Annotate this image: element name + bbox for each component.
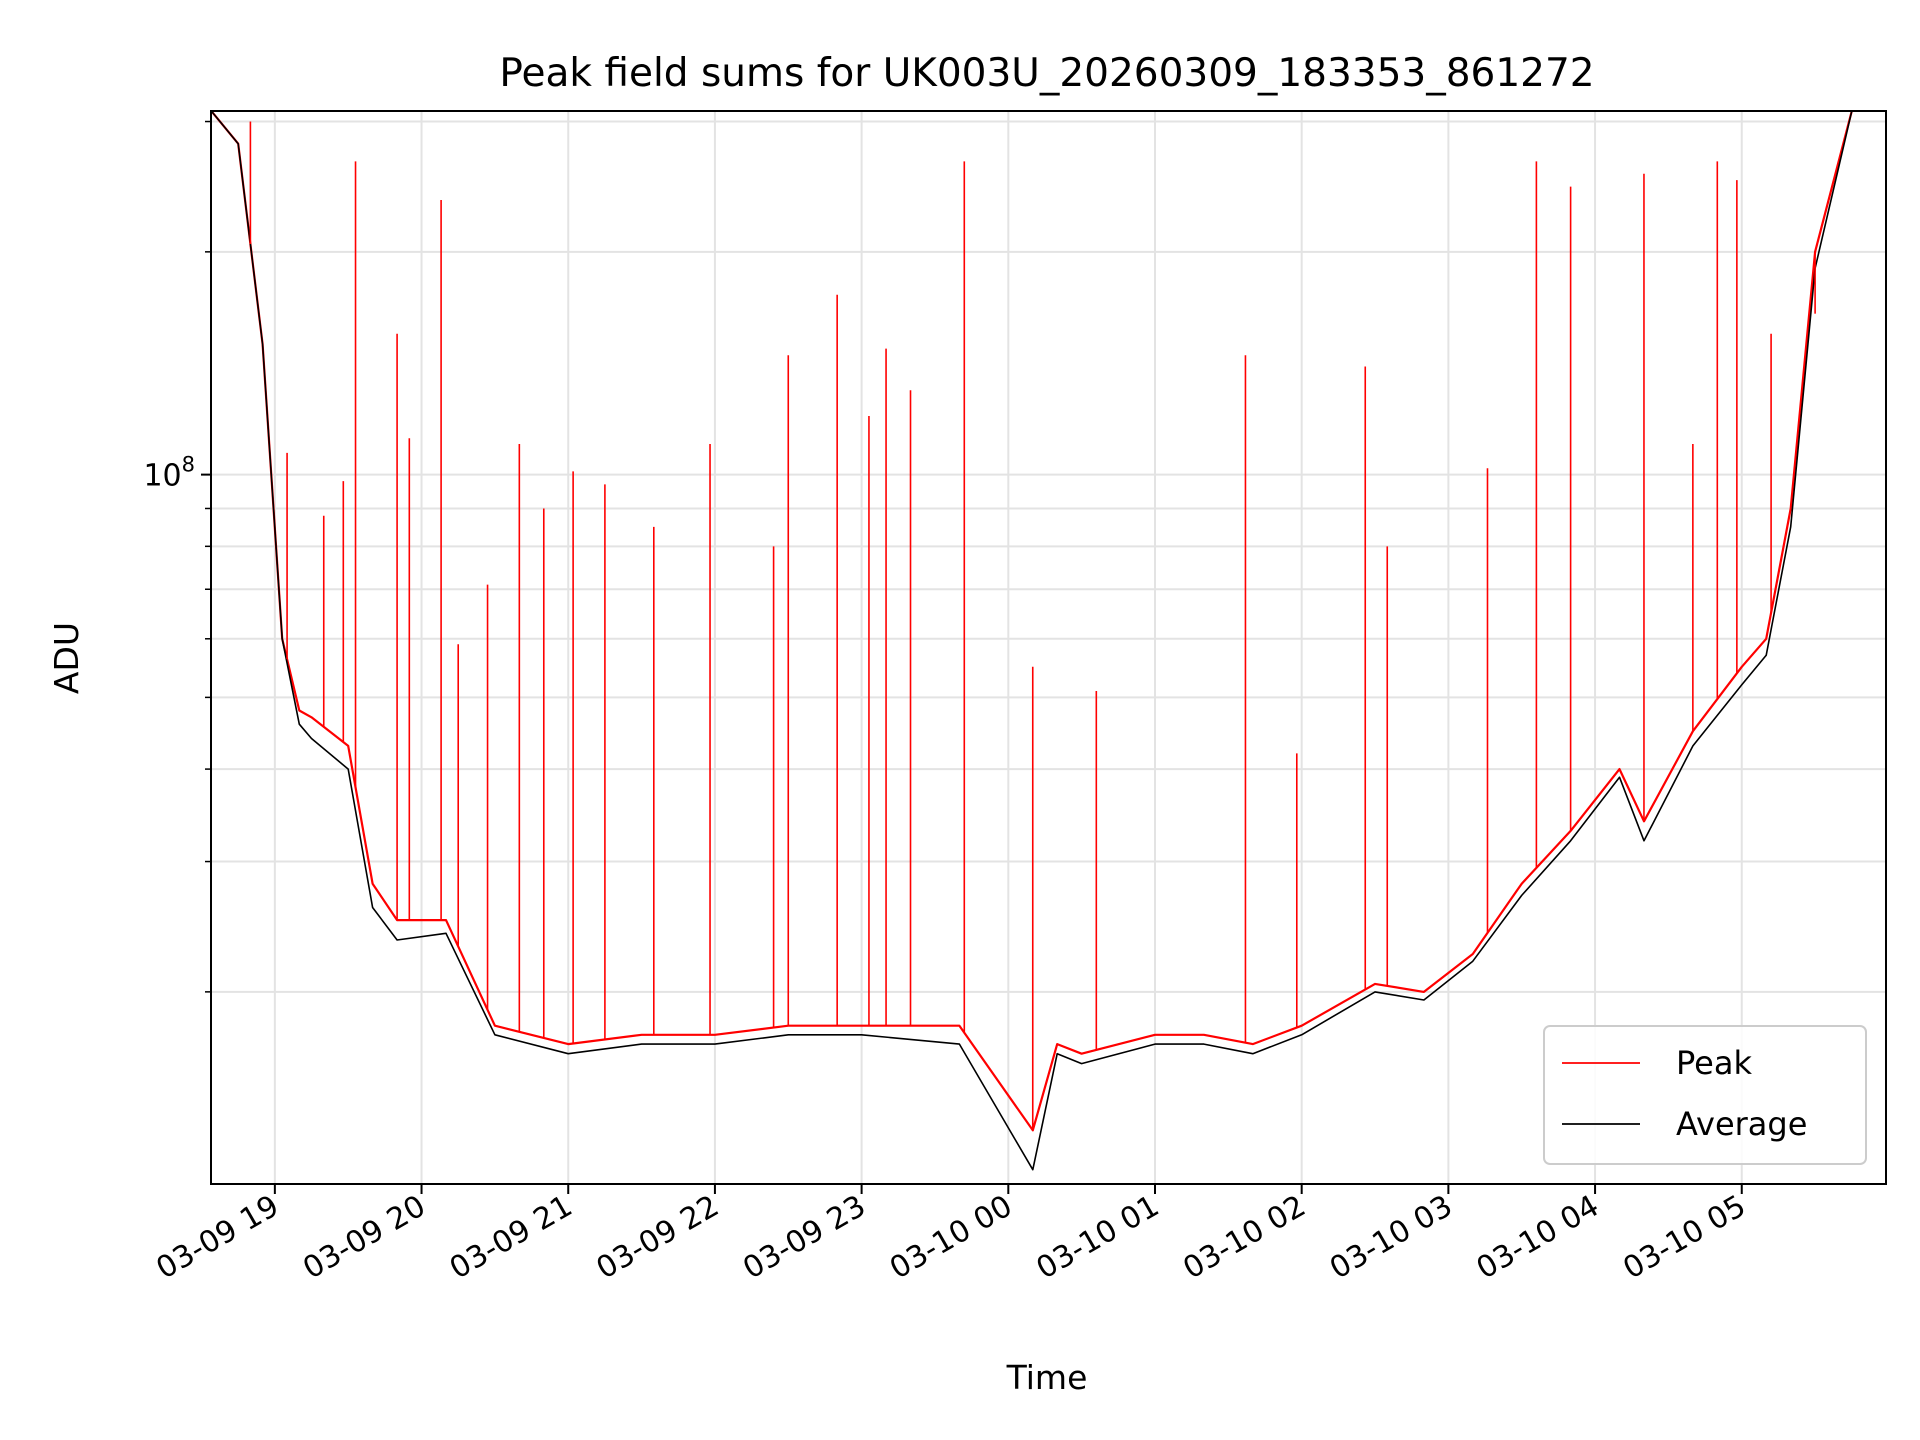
legend-box: [1543, 1025, 1867, 1165]
series-line-average: [211, 111, 1853, 1171]
plot-frame: [210, 110, 1887, 1185]
x-axis-label: Time: [1006, 1358, 1088, 1397]
grid: [211, 111, 1886, 1184]
y-axis-label: ADU: [47, 622, 86, 694]
chart-title: Peak field sums for UK003U_20260309_1833…: [499, 51, 1594, 96]
legend-label-average: Average: [1676, 1105, 1807, 1143]
legend-label-peak: Peak: [1676, 1044, 1752, 1082]
legend: Peak Average: [1543, 1025, 1867, 1165]
y-tick-label: 108: [143, 453, 195, 494]
plot-area: [211, 111, 1853, 1171]
